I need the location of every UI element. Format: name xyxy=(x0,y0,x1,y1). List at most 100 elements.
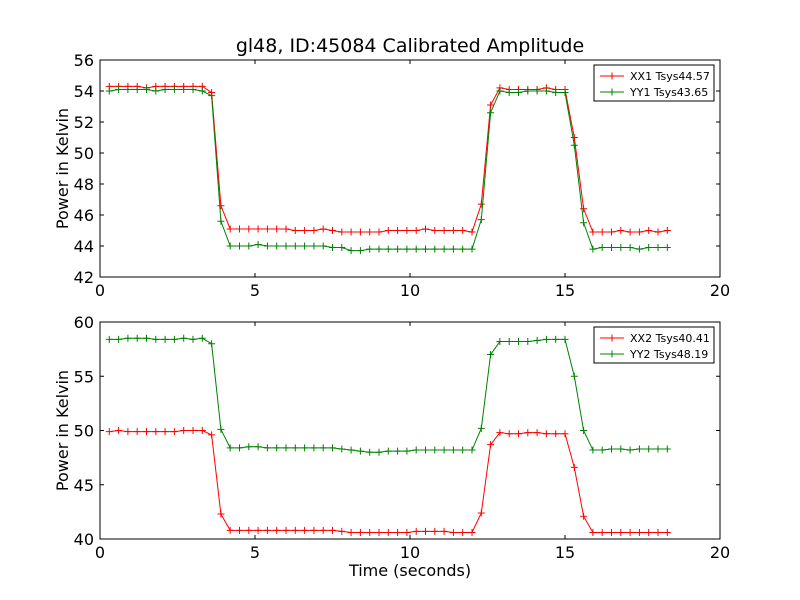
data-point xyxy=(291,444,299,452)
data-point xyxy=(459,446,467,454)
data-point xyxy=(347,247,355,255)
data-point xyxy=(189,85,197,93)
data-point xyxy=(635,445,643,453)
data-point xyxy=(552,430,560,438)
data-point xyxy=(626,244,634,252)
data-point xyxy=(449,528,457,536)
data-point xyxy=(608,244,615,252)
data-point xyxy=(589,228,597,236)
data-point xyxy=(589,446,597,454)
data-point xyxy=(189,427,197,434)
data-point xyxy=(431,227,439,234)
x-tick-label: 20 xyxy=(710,543,730,562)
x-tick-label: 10 xyxy=(400,281,420,300)
data-point xyxy=(412,527,420,535)
top-plot-panel: 0 5 10 15 20 42 44 46 48 50 52 54 56 gl48, ID:45084 C… xyxy=(53,35,730,300)
x-tick-label: 5 xyxy=(250,543,260,562)
data-point xyxy=(133,85,141,93)
data-point xyxy=(329,526,336,534)
x-tick-label: 10 xyxy=(400,543,420,562)
data-point xyxy=(412,245,420,253)
data-point xyxy=(143,85,150,93)
y-tick-label: 44 xyxy=(74,237,94,256)
data-point xyxy=(329,227,336,234)
data-point xyxy=(533,336,541,344)
data-point xyxy=(468,245,476,253)
data-point xyxy=(589,245,597,253)
data-point xyxy=(608,228,615,236)
data-point xyxy=(617,244,625,252)
data-point xyxy=(635,228,643,236)
data-point xyxy=(375,528,383,536)
y-tick-label: 54 xyxy=(74,82,94,101)
data-point xyxy=(440,446,448,454)
data-point xyxy=(394,227,402,234)
data-point xyxy=(552,335,560,343)
legend-marker-1 xyxy=(608,72,616,80)
chart-title: gl48, ID:45084 Calibrated Amplitude xyxy=(236,35,584,57)
data-point xyxy=(524,87,532,95)
data-point xyxy=(598,244,606,252)
data-point xyxy=(654,228,662,236)
data-point xyxy=(663,227,671,234)
data-point xyxy=(440,227,448,234)
data-point xyxy=(403,447,411,455)
data-point xyxy=(133,334,141,342)
data-point xyxy=(561,89,569,97)
bottom-plot-panel: 0 5 10 15 20 40 45 50 55 60 Power in Kelvin Time (s… xyxy=(53,313,730,580)
data-point xyxy=(384,528,392,536)
data-point xyxy=(645,528,653,536)
data-point xyxy=(319,242,327,250)
data-point xyxy=(282,444,290,452)
data-point xyxy=(310,526,318,534)
series-line-2 xyxy=(109,337,668,453)
data-point xyxy=(282,242,290,250)
data-point xyxy=(496,338,504,346)
data-point xyxy=(570,134,578,141)
y-tick-label: 52 xyxy=(74,113,94,132)
data-point xyxy=(580,512,588,520)
data-point xyxy=(570,141,578,149)
data-point xyxy=(375,228,383,236)
data-point xyxy=(217,202,225,210)
data-point xyxy=(412,446,420,454)
data-point xyxy=(319,225,327,233)
data-point xyxy=(236,225,243,233)
data-point xyxy=(422,245,429,253)
data-point xyxy=(645,244,653,252)
data-point xyxy=(366,448,374,456)
data-point xyxy=(180,85,188,93)
data-point xyxy=(459,245,467,253)
data-point xyxy=(477,200,485,208)
data-point xyxy=(329,244,336,252)
data-point xyxy=(477,509,485,517)
data-point xyxy=(245,526,253,534)
data-point xyxy=(208,340,216,348)
data-point xyxy=(208,92,216,100)
x-tick-label: 15 xyxy=(555,281,575,300)
data-point xyxy=(310,242,318,250)
legend-label-1: XX2 Tsys40.41 xyxy=(630,332,710,345)
data-point xyxy=(310,444,318,452)
data-point xyxy=(263,444,271,452)
y-tick-label: 46 xyxy=(74,206,94,225)
data-point xyxy=(580,205,588,213)
y-tick-label: 60 xyxy=(74,313,94,332)
data-point xyxy=(403,245,411,253)
legend-box xyxy=(593,326,715,364)
data-point xyxy=(273,526,281,534)
data-point xyxy=(440,527,448,535)
data-point xyxy=(282,526,290,534)
data-point xyxy=(217,510,225,518)
data-point xyxy=(301,526,309,534)
data-point xyxy=(431,527,439,535)
data-point xyxy=(542,335,550,343)
data-point xyxy=(347,528,355,536)
data-point xyxy=(236,242,243,250)
data-point xyxy=(384,447,392,455)
data-point xyxy=(515,430,522,438)
data-point xyxy=(254,240,262,248)
data-point xyxy=(115,427,123,434)
data-point xyxy=(189,335,197,343)
data-point xyxy=(356,247,364,255)
